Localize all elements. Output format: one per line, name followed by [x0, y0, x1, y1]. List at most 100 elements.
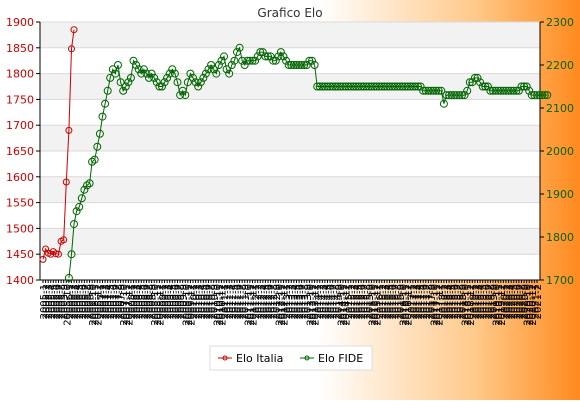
data-point — [419, 86, 428, 95]
x-tick-label: 2019-8 — [486, 284, 497, 319]
x-tick-label: 2011-7 — [236, 284, 247, 319]
x-tick-label: 2009-2 — [161, 284, 172, 319]
x-tick-label: 2012-12 — [280, 284, 291, 326]
plot-band — [40, 151, 540, 177]
data-point — [450, 91, 459, 100]
data-point — [499, 86, 508, 95]
data-point — [372, 82, 381, 91]
x-tick-label: 2015-6 — [357, 284, 368, 319]
x-tick-label: 2007-2 — [98, 284, 109, 319]
data-point — [245, 56, 254, 65]
data-point — [496, 86, 505, 95]
x-tick-label: 2015-4 — [352, 284, 363, 319]
data-point — [393, 82, 402, 91]
data-point — [72, 207, 81, 216]
x-tick-label: 2015-12 — [373, 284, 384, 326]
data-point — [220, 52, 228, 61]
x-tick-label: 2017-11 — [432, 284, 443, 326]
x-tick-label: 2020-4 — [507, 284, 518, 319]
x-tick-label: 2016-9 — [396, 284, 407, 319]
x-tick-label: 2011-6 — [233, 284, 244, 319]
right-tick-label: 1900 — [546, 188, 574, 201]
x-tick-label: 2019-3 — [474, 284, 485, 319]
x-tick-label: 2019-11 — [494, 284, 505, 326]
data-point — [540, 91, 549, 100]
x-axis-ticks: 2005-12005-22005-32005-42005-52005-62005… — [39, 280, 544, 326]
data-point — [243, 56, 252, 65]
x-tick-label: 2014-12 — [342, 284, 353, 326]
x-tick-label: 2011-9 — [241, 284, 252, 319]
x-tick-label: 2014-3 — [318, 284, 329, 319]
x-tick-label: 2012-2 — [254, 284, 265, 319]
data-point — [473, 73, 482, 82]
x-tick-label: 2006-5 — [75, 284, 86, 319]
data-point — [359, 82, 368, 91]
data-point — [504, 86, 513, 95]
x-tick-label: 2008-2 — [130, 284, 141, 319]
data-point — [429, 86, 438, 95]
x-tick-label: 2006-3 — [70, 284, 81, 319]
legend-box — [209, 345, 373, 371]
data-point — [543, 91, 552, 100]
data-point — [103, 86, 112, 95]
x-tick-label: 2012-7 — [267, 284, 278, 319]
x-tick-label: 2011-10 — [243, 284, 254, 326]
data-point — [452, 91, 461, 100]
plot-background — [40, 22, 540, 280]
x-tick-label: 2017-6 — [419, 284, 430, 319]
x-tick-label: 2017-5 — [417, 284, 428, 319]
x-tick-label: 2020-11 — [525, 284, 536, 326]
x-tick-label: 2011-12 — [248, 284, 259, 326]
data-point — [124, 78, 133, 87]
data-point — [170, 69, 179, 78]
right-tick-label: 2000 — [546, 145, 574, 158]
x-tick-label: 2019-9 — [489, 284, 500, 319]
data-point — [256, 48, 265, 57]
x-tick-label: 2006-7 — [80, 284, 91, 319]
x-tick-label: 2012-5 — [261, 284, 272, 319]
data-point — [442, 91, 451, 100]
data-point — [274, 52, 283, 61]
data-point — [463, 86, 472, 95]
data-point — [517, 82, 526, 91]
x-tick-label: 2014-7 — [329, 284, 340, 319]
data-point — [271, 56, 280, 65]
x-tick-label: 2008-7 — [142, 284, 153, 319]
data-point — [106, 73, 115, 82]
data-point — [525, 86, 534, 95]
right-tick-label: 2300 — [546, 16, 574, 29]
x-tick-label: 2020-5 — [510, 284, 521, 319]
data-point — [445, 91, 454, 100]
x-tick-label: 2009-4 — [166, 284, 177, 319]
data-point — [121, 82, 130, 91]
plot-band — [40, 22, 540, 48]
x-tick-label: 2015-5 — [355, 284, 366, 319]
x-tick-label: 2015-11 — [370, 284, 381, 326]
data-point — [437, 86, 446, 95]
x-tick-label: 2005-6 — [52, 284, 63, 319]
data-point — [302, 61, 311, 69]
data-point — [320, 82, 329, 91]
x-tick-label: 2010-9 — [210, 284, 221, 319]
data-point — [481, 82, 490, 91]
x-tick-label: 2017-1 — [406, 284, 417, 319]
x-tick-label: 2015-8 — [362, 284, 373, 319]
data-point — [527, 91, 536, 100]
x-tick-label: 2010-1 — [189, 284, 200, 319]
plot-band — [40, 202, 540, 229]
left-tick-label: 1900 — [6, 16, 34, 29]
plot-band — [40, 125, 540, 151]
x-tick-label: 2020-8 — [517, 284, 528, 319]
x-tick-label: 2006-12 — [93, 284, 104, 326]
x-tick-label: 2014-8 — [331, 284, 342, 319]
data-point — [512, 86, 521, 95]
data-point — [287, 61, 296, 69]
data-point — [375, 82, 384, 91]
data-point — [233, 48, 241, 57]
x-tick-label: 2012-11 — [277, 284, 288, 326]
data-point — [227, 61, 236, 69]
data-point — [535, 91, 544, 100]
data-point — [85, 179, 94, 188]
data-point — [108, 65, 117, 74]
data-point — [520, 82, 529, 91]
